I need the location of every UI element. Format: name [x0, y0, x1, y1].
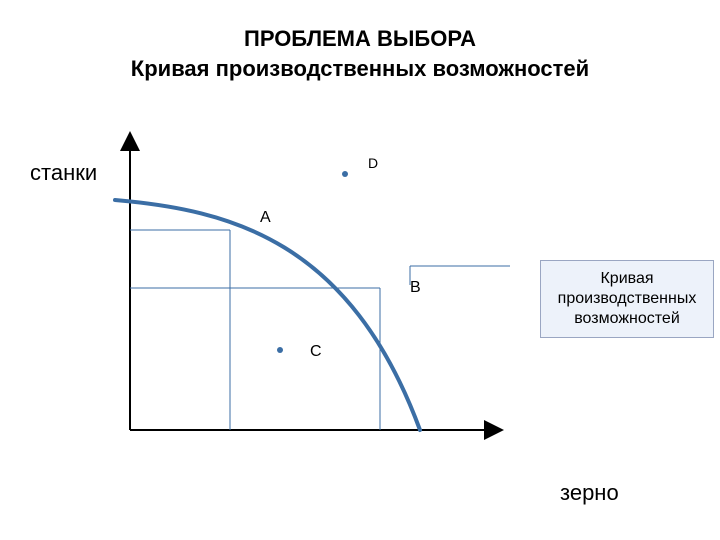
title-line-1: ПРОБЛЕМА ВЫБОРА — [0, 24, 720, 54]
point-C-label: C — [310, 343, 322, 360]
plot-area: A B C D — [110, 130, 510, 450]
page: ПРОБЛЕМА ВЫБОРА Кривая производственных … — [0, 0, 720, 540]
point-D-dot — [342, 171, 348, 177]
callout-box: Кривая производственных возможностей — [540, 260, 714, 338]
point-B-label: B — [410, 279, 421, 296]
x-axis-label: зерно — [560, 480, 619, 506]
title-line-2: Кривая производственных возможностей — [0, 54, 720, 84]
plot-svg: A B C D — [110, 130, 510, 450]
point-A-label: A — [260, 209, 271, 226]
title-block: ПРОБЛЕМА ВЫБОРА Кривая производственных … — [0, 24, 720, 83]
point-D-label: D — [368, 155, 378, 171]
ppf-curve — [115, 200, 420, 430]
point-C-dot — [277, 347, 283, 353]
y-axis-label: станки — [30, 160, 97, 186]
